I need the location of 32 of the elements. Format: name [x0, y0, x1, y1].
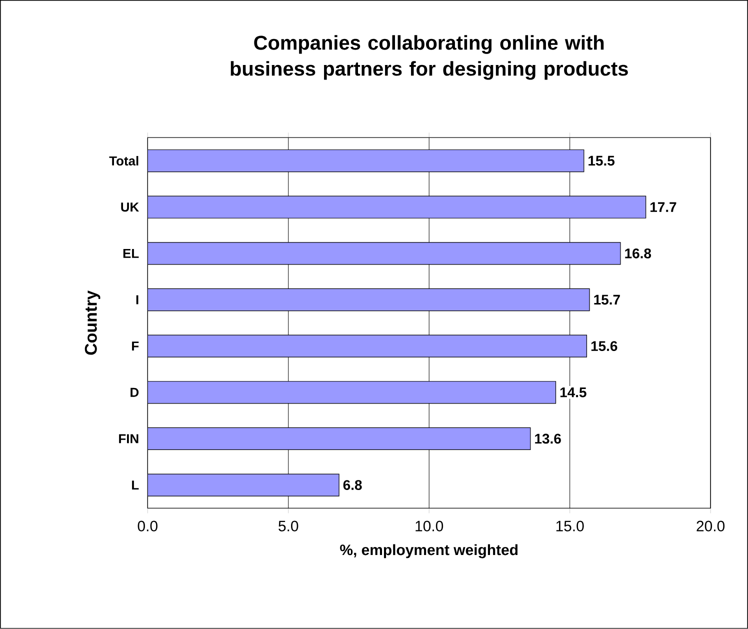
- x-tick-label: 0.0: [138, 520, 158, 532]
- bar: [148, 381, 556, 404]
- bar: [148, 474, 340, 496]
- y-tick-label: F: [132, 342, 139, 351]
- bar: [148, 334, 588, 358]
- data-label: 15.7: [594, 294, 620, 305]
- y-tick-label: UK: [121, 202, 139, 212]
- bar: [148, 427, 531, 450]
- x-tick-label: 20.0: [696, 520, 725, 532]
- y-tick-label: FIN: [119, 434, 138, 444]
- x-tick-label: 10.0: [416, 520, 444, 532]
- data-label: 16.8: [625, 248, 652, 258]
- y-tick-label: EL: [123, 249, 139, 258]
- y-tick-label: I: [136, 295, 138, 304]
- x-tick-label: 5.0: [278, 520, 298, 532]
- data-label: 15.6: [591, 341, 618, 352]
- data-label: 15.5: [588, 156, 615, 166]
- x-axis-title: %, employment weighted: [340, 544, 518, 558]
- x-tick-label: 15.0: [556, 520, 584, 532]
- bar: [148, 242, 621, 265]
- data-label: 6.8: [343, 480, 362, 490]
- y-tick-label: L: [132, 480, 139, 490]
- data-label: 17.7: [650, 202, 676, 212]
- bar: [148, 196, 646, 219]
- bar: [148, 288, 590, 312]
- chart-title: Companies collaborating online with business partners for designing products: [230, 35, 628, 80]
- data-label: 13.6: [535, 434, 561, 444]
- bar: [148, 150, 584, 172]
- data-label: 14.5: [560, 388, 586, 398]
- y-tick-label: Total: [109, 156, 138, 166]
- y-tick-label: D: [130, 388, 139, 397]
- y-axis-title: Country: [84, 290, 100, 355]
